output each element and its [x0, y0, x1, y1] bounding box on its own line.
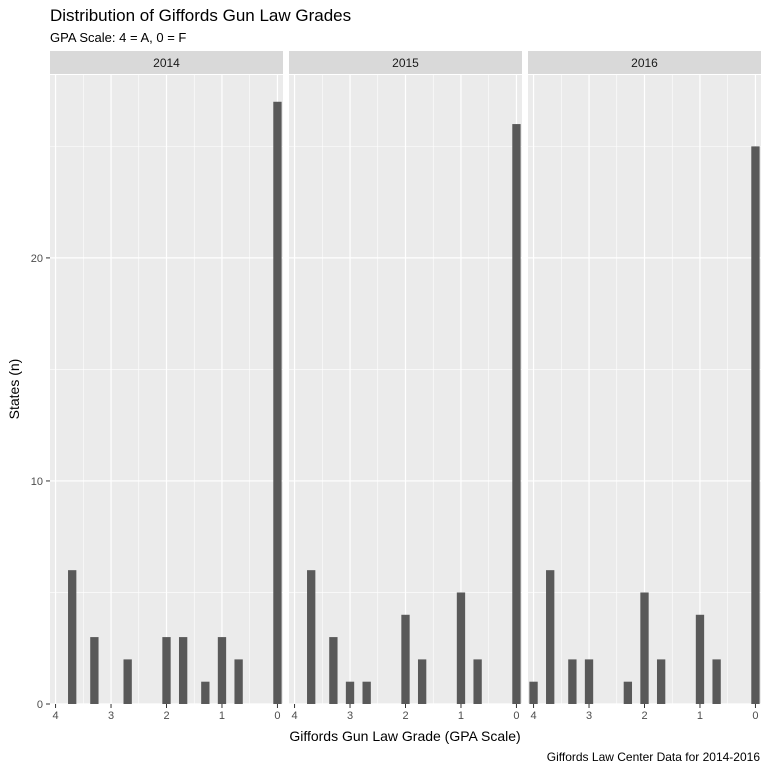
x-tick-label: 1	[697, 710, 703, 722]
facet-strip	[289, 51, 522, 74]
facet-strip-label: 2015	[392, 56, 419, 70]
x-tick-label: 0	[274, 710, 280, 722]
facet-panel-2015: 2015 4 3 2 1 0	[289, 51, 522, 722]
x-tick-label: 4	[52, 710, 58, 722]
facet-strip	[50, 51, 283, 74]
bar	[273, 101, 282, 704]
y-tick-label: 10	[31, 476, 43, 488]
facet-strip-label: 2014	[153, 56, 180, 70]
x-tick-label: 0	[513, 710, 519, 722]
bar	[201, 681, 210, 704]
bar	[584, 659, 594, 704]
y-axis-label: States (n)	[6, 359, 22, 420]
bar	[178, 637, 188, 704]
x-tick-label: 2	[641, 710, 647, 722]
y-tick-label: 20	[31, 253, 43, 265]
bar	[307, 570, 316, 704]
x-tick-label: 2	[163, 710, 169, 722]
bar	[401, 614, 410, 704]
bar	[640, 592, 649, 704]
bar	[234, 659, 243, 704]
x-tick-label: 3	[586, 710, 592, 722]
y-tick-label: 0	[37, 699, 43, 711]
bar	[123, 659, 132, 704]
x-tick-label: 1	[219, 710, 225, 722]
chart-subtitle: GPA Scale: 4 = A, 0 = F	[50, 30, 187, 45]
facet-strip	[528, 51, 761, 74]
bar	[473, 659, 482, 704]
x-tick-label: 1	[458, 710, 464, 722]
x-tick-label: 3	[347, 710, 353, 722]
bar	[712, 659, 721, 704]
bar	[695, 614, 705, 704]
bar	[456, 592, 466, 704]
bar	[568, 659, 577, 704]
bar	[329, 637, 338, 704]
bar	[217, 637, 227, 704]
x-tick-label: 2	[402, 710, 408, 722]
x-tick-label: 4	[291, 710, 297, 722]
bar	[362, 681, 371, 704]
chart-title: Distribution of Giffords Gun Law Grades	[50, 6, 352, 25]
bar	[345, 681, 355, 704]
bar	[751, 146, 760, 705]
x-axis-label: Giffords Gun Law Grade (GPA Scale)	[289, 728, 520, 744]
bar	[68, 570, 77, 704]
bar	[417, 659, 427, 704]
x-tick-label: 0	[752, 710, 758, 722]
bar	[656, 659, 666, 704]
bar	[529, 681, 538, 704]
x-tick-label: 3	[108, 710, 114, 722]
bar	[90, 637, 99, 704]
facet-strip-label: 2016	[631, 56, 658, 70]
bar	[512, 124, 521, 704]
bar	[623, 681, 633, 704]
bar	[162, 637, 171, 704]
chart-caption: Giffords Law Center Data for 2014-2016	[546, 750, 760, 764]
facet-panel-2016: 2016 4 3 2 1 0	[528, 51, 761, 722]
bar	[546, 570, 555, 704]
x-tick-label: 4	[530, 710, 536, 722]
